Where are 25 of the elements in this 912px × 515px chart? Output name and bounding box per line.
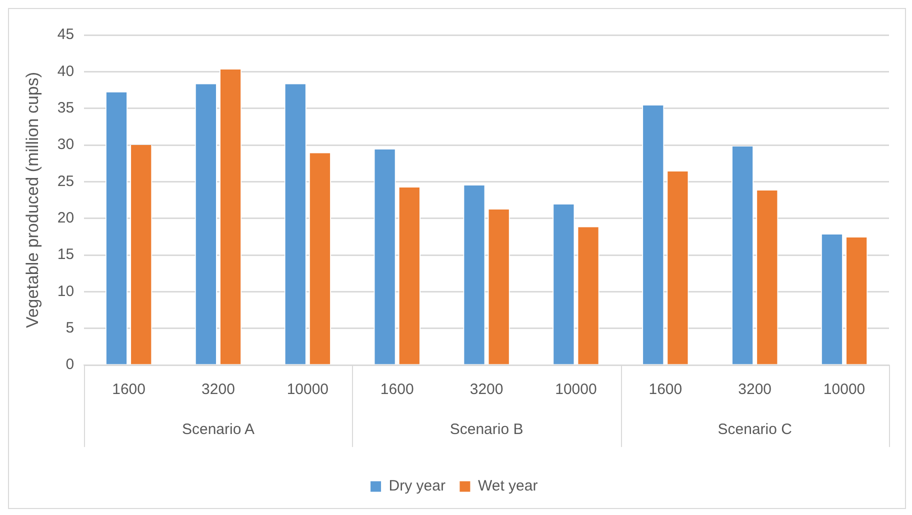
y-tick-label: 45: [57, 26, 74, 44]
y-tick-label: 30: [57, 136, 74, 154]
y-tick-label: 40: [57, 62, 74, 80]
x-tick-label: 3200: [202, 381, 235, 398]
y-tick-label: 5: [66, 319, 74, 336]
y-tick-label: 25: [57, 172, 74, 190]
text: Scenario C: [718, 421, 792, 438]
text: Scenario B: [450, 421, 524, 438]
x-tick-label: 3200: [470, 381, 504, 398]
x-tick-label: 10000: [823, 381, 866, 398]
y-tick-label: 20: [57, 209, 74, 226]
y-tick-label: 35: [57, 99, 74, 116]
y-tick-label: 10: [57, 282, 74, 300]
legend-label: Dry year: [388, 478, 446, 495]
x-tick-label: 1600: [112, 381, 146, 398]
legend-label: Wet year: [478, 478, 538, 495]
x-tick-label: 10000: [286, 381, 329, 398]
x-tick-label: 1600: [648, 381, 682, 398]
text: Scenario A: [182, 421, 255, 438]
y-axis-title: Vegetable produced (million cups): [22, 72, 42, 328]
x-tick-label: 1600: [380, 381, 414, 398]
y-tick-label: 15: [57, 246, 74, 264]
x-tick-label: 3200: [738, 381, 772, 398]
y-tick-label: 0: [66, 356, 74, 374]
x-tick-label: 10000: [555, 381, 597, 398]
